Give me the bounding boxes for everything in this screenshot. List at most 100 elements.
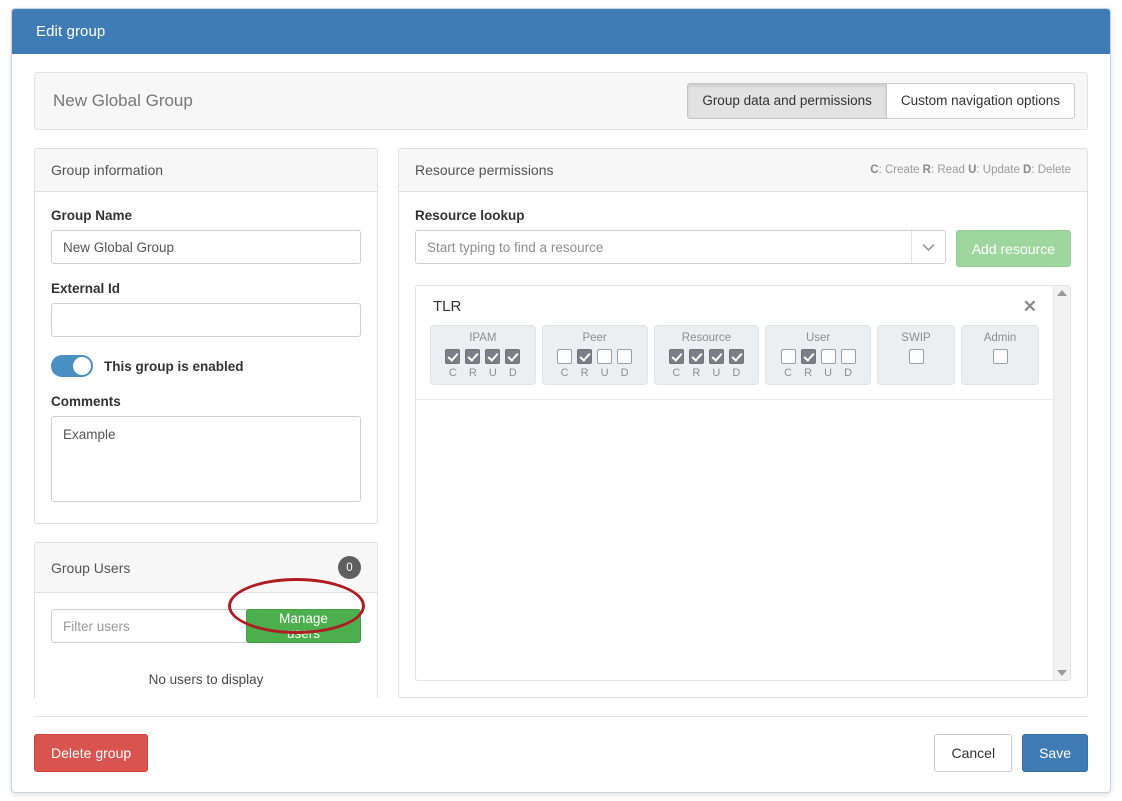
legend-key-u: U [968,164,977,176]
permission-group-title: SWIP [901,332,931,344]
filter-users-input[interactable] [51,609,252,643]
group-users-body: Manage users No users to display [35,593,377,698]
delete-group-button[interactable]: Delete group [34,734,149,772]
checkbox-user-read[interactable] [800,349,816,364]
group-information-title: Group information [51,162,164,178]
legend-key-c: C [870,164,879,176]
comments-textarea[interactable]: Example [51,416,361,502]
letter-c: C [784,367,793,379]
permission-group-title: Peer [582,332,607,344]
modal-footer: Delete group Cancel Save [34,716,1088,792]
group-users-title: Group Users [51,559,131,576]
permission-group-peer: Peer [541,325,648,385]
permission-group-admin: Admin [961,325,1039,385]
resource-lookup-placeholder: Start typing to find a resource [427,239,604,255]
checkbox-ipam-update[interactable] [485,349,501,364]
manage-users-button[interactable]: Manage users [246,609,361,643]
permission-checkboxes [776,349,860,364]
group-enabled-label: This group is enabled [104,358,244,374]
letter-u: U [712,367,721,379]
resource-lookup-label: Resource lookup [415,208,525,223]
legend-desc-u: : Update [976,164,1024,176]
external-id-label: External Id [51,281,121,296]
tab-custom-navigation-options[interactable]: Custom navigation options [886,82,1075,120]
letter-u: U [488,367,497,379]
letter-d: D [620,367,629,379]
permission-letters: C R U D [441,367,525,379]
checkbox-ipam-read[interactable] [465,349,481,364]
external-id-input[interactable] [51,303,361,337]
checkbox-resource-create[interactable] [668,349,684,364]
permission-checkboxes [665,349,749,364]
permission-group-resource: Resource [653,325,760,385]
checkbox-peer-read[interactable] [577,349,593,364]
crud-legend: C: Create R: Read U: Update D: Delete [870,164,1071,176]
permission-group-swip: SWIP [877,325,955,385]
save-button[interactable]: Save [1022,734,1088,772]
legend-desc-d: : Delete [1031,164,1071,176]
checkbox-resource-read[interactable] [688,349,704,364]
resource-lookup-select[interactable]: Start typing to find a resource [415,230,946,264]
right-column: Resource permissions C: Create R: Read U… [398,148,1088,698]
add-resource-button[interactable]: Add resource [955,230,1071,267]
group-name-label: Group Name [51,208,133,223]
letter-c: C [448,367,457,379]
group-users-count-badge: 0 [338,556,361,579]
group-name-input[interactable] [51,230,361,264]
letter-d: D [508,367,517,379]
resource-permissions-header: Resource permissions C: Create R: Read U… [399,149,1087,192]
permission-letters [888,367,944,379]
group-enabled-row: This group is enabled [51,355,361,377]
scroll-up-arrow-icon[interactable] [1057,290,1067,296]
group-enabled-toggle[interactable] [51,355,93,377]
no-users-message: No users to display [148,672,264,687]
permission-checkboxes [888,349,944,364]
resource-list-scrollbar[interactable] [1053,286,1070,680]
permission-group-user: User [765,325,871,385]
group-titlebar: New Global Group Group data and permissi… [34,72,1088,130]
modal-title: Edit group [36,23,106,40]
checkbox-admin[interactable] [992,349,1008,364]
checkbox-resource-update[interactable] [708,349,724,364]
content-columns: Group information Group Name External Id [34,148,1088,698]
group-users-header: Group Users 0 [35,543,377,593]
permission-letters: C R U D [553,367,637,379]
checkbox-peer-update[interactable] [597,349,613,364]
scroll-down-arrow-icon[interactable] [1057,670,1067,676]
resource-list: TLR ✕ IPAM [416,286,1053,680]
permission-group-title: IPAM [469,332,497,344]
resource-card: TLR ✕ IPAM [416,286,1053,400]
resource-lookup-row: Start typing to find a resource Add reso… [415,230,1071,267]
tab-group-data-and-permissions[interactable]: Group data and permissions [687,82,887,120]
checkbox-peer-delete[interactable] [617,349,633,364]
legend-desc-c: : Create [878,164,923,176]
close-icon[interactable]: ✕ [1022,297,1037,316]
checkbox-user-delete[interactable] [840,349,856,364]
letter-r: R [692,367,701,379]
letter-c: C [560,367,569,379]
footer-actions: Cancel Save [934,734,1088,772]
resource-permissions-title: Resource permissions [415,162,554,178]
checkbox-swip[interactable] [908,349,924,364]
letter-c: C [672,367,681,379]
checkbox-peer-create[interactable] [557,349,573,364]
permission-letters: C R U D [776,367,860,379]
toggle-knob [73,357,91,375]
group-name-heading: New Global Group [53,91,193,110]
permission-group-title: Resource [681,332,731,344]
checkbox-resource-delete[interactable] [728,349,744,364]
letter-u: U [600,367,609,379]
chevron-down-icon[interactable] [910,231,945,263]
permission-group-title: Admin [983,332,1017,344]
legend-key-d: D [1023,164,1032,176]
letter-r: R [804,367,813,379]
checkbox-user-update[interactable] [820,349,836,364]
cancel-button[interactable]: Cancel [934,734,1013,772]
view-tabs: Group data and permissions Custom naviga… [687,82,1075,120]
checkbox-ipam-create[interactable] [445,349,461,364]
letter-d: D [844,367,853,379]
checkbox-ipam-delete[interactable] [505,349,521,364]
checkbox-user-create[interactable] [780,349,796,364]
permission-letters [972,367,1028,379]
